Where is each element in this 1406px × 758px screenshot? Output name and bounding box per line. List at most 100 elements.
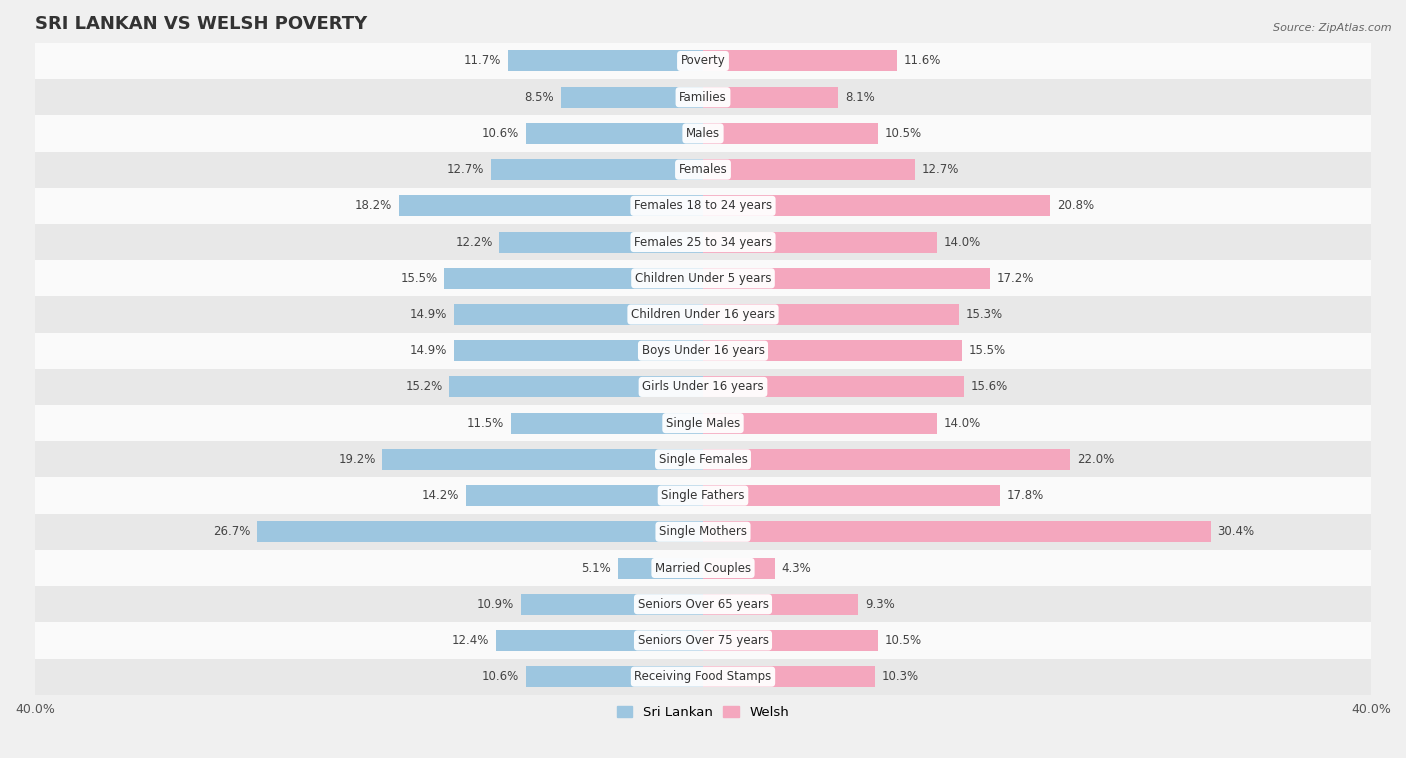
Text: Single Mothers: Single Mothers: [659, 525, 747, 538]
Text: 18.2%: 18.2%: [356, 199, 392, 212]
Bar: [35, 622, 1371, 659]
Text: 12.7%: 12.7%: [922, 163, 959, 176]
Text: 11.7%: 11.7%: [464, 55, 501, 67]
Text: 12.7%: 12.7%: [447, 163, 484, 176]
Text: Children Under 16 years: Children Under 16 years: [631, 308, 775, 321]
Bar: [454, 304, 703, 325]
Text: 14.2%: 14.2%: [422, 489, 460, 502]
Text: 10.3%: 10.3%: [882, 670, 920, 683]
Bar: [561, 86, 703, 108]
Bar: [35, 514, 1371, 550]
Text: 19.2%: 19.2%: [339, 453, 375, 466]
Bar: [508, 51, 703, 71]
Bar: [703, 449, 1070, 470]
Text: 11.6%: 11.6%: [904, 55, 941, 67]
Bar: [444, 268, 703, 289]
Bar: [510, 412, 703, 434]
Text: 15.5%: 15.5%: [401, 272, 437, 285]
Text: 8.1%: 8.1%: [845, 91, 875, 104]
Bar: [35, 296, 1371, 333]
Bar: [35, 478, 1371, 514]
Bar: [703, 412, 936, 434]
Text: 5.1%: 5.1%: [582, 562, 612, 575]
Text: Females 18 to 24 years: Females 18 to 24 years: [634, 199, 772, 212]
Text: 30.4%: 30.4%: [1218, 525, 1254, 538]
Text: 17.8%: 17.8%: [1007, 489, 1045, 502]
Text: 15.5%: 15.5%: [969, 344, 1005, 357]
Bar: [35, 79, 1371, 115]
Bar: [703, 594, 858, 615]
Bar: [526, 123, 703, 144]
Bar: [499, 231, 703, 252]
Bar: [35, 333, 1371, 369]
Text: 14.9%: 14.9%: [411, 308, 447, 321]
Text: 14.0%: 14.0%: [943, 417, 981, 430]
Bar: [35, 43, 1371, 79]
Bar: [703, 86, 838, 108]
Text: 10.5%: 10.5%: [884, 634, 922, 647]
Bar: [522, 594, 703, 615]
Bar: [703, 51, 897, 71]
Text: 20.8%: 20.8%: [1057, 199, 1094, 212]
Bar: [703, 377, 963, 397]
Text: 10.6%: 10.6%: [482, 127, 519, 140]
Legend: Sri Lankan, Welsh: Sri Lankan, Welsh: [612, 700, 794, 724]
Bar: [35, 260, 1371, 296]
Text: 12.2%: 12.2%: [456, 236, 492, 249]
Bar: [703, 268, 990, 289]
Bar: [35, 369, 1371, 405]
Text: 15.2%: 15.2%: [405, 381, 443, 393]
Bar: [399, 196, 703, 216]
Text: 11.5%: 11.5%: [467, 417, 505, 430]
Text: Seniors Over 65 years: Seniors Over 65 years: [637, 598, 769, 611]
Bar: [703, 159, 915, 180]
Bar: [35, 405, 1371, 441]
Text: Single Fathers: Single Fathers: [661, 489, 745, 502]
Text: Boys Under 16 years: Boys Under 16 years: [641, 344, 765, 357]
Text: Single Females: Single Females: [658, 453, 748, 466]
Text: Families: Families: [679, 91, 727, 104]
Text: 10.9%: 10.9%: [477, 598, 515, 611]
Text: 12.4%: 12.4%: [451, 634, 489, 647]
Text: Girls Under 16 years: Girls Under 16 years: [643, 381, 763, 393]
Bar: [526, 666, 703, 688]
Text: Females 25 to 34 years: Females 25 to 34 years: [634, 236, 772, 249]
Text: Married Couples: Married Couples: [655, 562, 751, 575]
Bar: [35, 586, 1371, 622]
Bar: [703, 666, 875, 688]
Bar: [703, 522, 1211, 542]
Text: Poverty: Poverty: [681, 55, 725, 67]
Text: Receiving Food Stamps: Receiving Food Stamps: [634, 670, 772, 683]
Text: 4.3%: 4.3%: [782, 562, 811, 575]
Text: 14.9%: 14.9%: [411, 344, 447, 357]
Bar: [35, 659, 1371, 695]
Text: SRI LANKAN VS WELSH POVERTY: SRI LANKAN VS WELSH POVERTY: [35, 15, 367, 33]
Text: 14.0%: 14.0%: [943, 236, 981, 249]
Text: 26.7%: 26.7%: [214, 525, 250, 538]
Bar: [35, 152, 1371, 188]
Bar: [257, 522, 703, 542]
Text: 15.6%: 15.6%: [970, 381, 1008, 393]
Bar: [703, 231, 936, 252]
Text: Children Under 5 years: Children Under 5 years: [634, 272, 772, 285]
Bar: [703, 123, 879, 144]
Text: 17.2%: 17.2%: [997, 272, 1035, 285]
Bar: [703, 340, 962, 362]
Bar: [382, 449, 703, 470]
Text: 22.0%: 22.0%: [1077, 453, 1115, 466]
Text: Males: Males: [686, 127, 720, 140]
Bar: [496, 630, 703, 651]
Bar: [35, 115, 1371, 152]
Bar: [703, 196, 1050, 216]
Bar: [703, 557, 775, 578]
Bar: [703, 485, 1000, 506]
Text: Females: Females: [679, 163, 727, 176]
Bar: [703, 630, 879, 651]
Text: 8.5%: 8.5%: [524, 91, 554, 104]
Bar: [465, 485, 703, 506]
Bar: [35, 188, 1371, 224]
Text: Single Males: Single Males: [666, 417, 740, 430]
Bar: [35, 224, 1371, 260]
Text: Seniors Over 75 years: Seniors Over 75 years: [637, 634, 769, 647]
Bar: [703, 304, 959, 325]
